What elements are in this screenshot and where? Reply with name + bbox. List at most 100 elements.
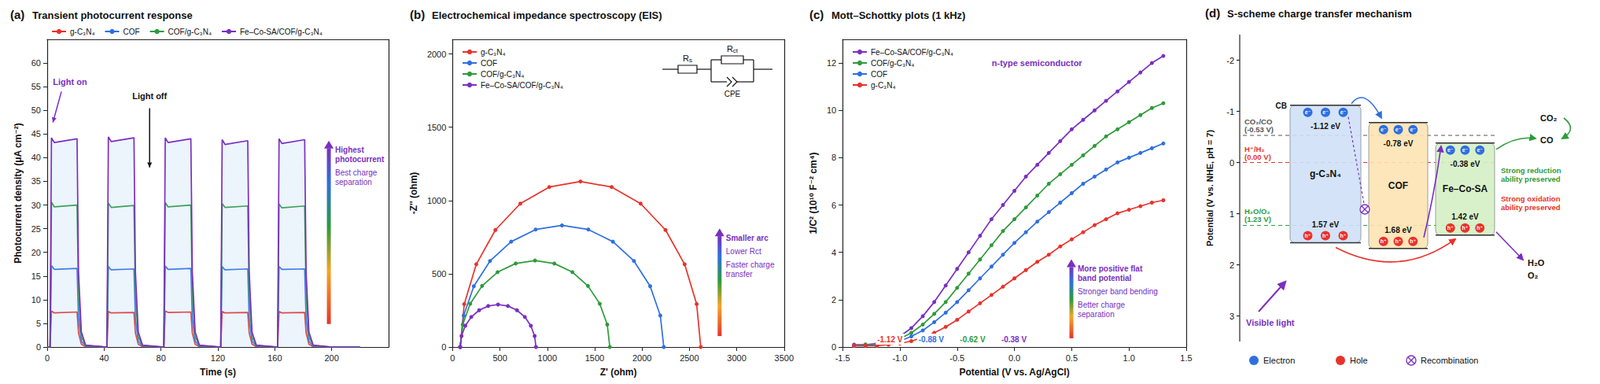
svg-text:separation: separation [1077, 309, 1115, 319]
svg-text:2000: 2000 [632, 353, 652, 363]
svg-text:1.68 eV: 1.68 eV [1384, 225, 1412, 235]
svg-text:45: 45 [31, 129, 41, 139]
svg-text:(b): (b) [409, 7, 425, 22]
svg-text:COF/g-C₃N₄: COF/g-C₃N₄ [168, 27, 212, 37]
svg-text:6: 6 [831, 200, 837, 211]
svg-text:e⁻: e⁻ [1447, 147, 1454, 153]
svg-text:photocurrent: photocurrent [335, 154, 385, 164]
svg-text:Electron: Electron [1263, 355, 1295, 365]
svg-text:-1.12 V: -1.12 V [877, 335, 904, 344]
svg-text:Light off: Light off [132, 91, 167, 101]
svg-text:4: 4 [831, 247, 837, 258]
svg-text:CPE: CPE [724, 89, 742, 99]
svg-text:10: 10 [826, 105, 837, 115]
svg-text:Hole: Hole [1349, 355, 1368, 365]
svg-text:1.42 eV: 1.42 eV [1451, 212, 1479, 222]
svg-text:h⁺: h⁺ [1409, 238, 1416, 244]
svg-text:Mott–Schottky plots (1 kHz): Mott–Schottky plots (1 kHz) [831, 9, 966, 22]
svg-text:Fe–Co-SA/COF/g-C₃N₄: Fe–Co-SA/COF/g-C₃N₄ [239, 27, 323, 37]
svg-text:-0.38 V: -0.38 V [1001, 335, 1028, 344]
svg-text:e⁻: e⁻ [1322, 109, 1329, 115]
svg-text:Fe–Co-SA/COF/g-C₃N₄: Fe–Co-SA/COF/g-C₃N₄ [480, 81, 564, 90]
svg-text:3500: 3500 [774, 353, 794, 363]
svg-text:COF: COF [1388, 180, 1409, 192]
svg-text:-0.62 V: -0.62 V [959, 335, 986, 344]
svg-text:e⁻: e⁻ [1305, 109, 1312, 115]
svg-text:h⁺: h⁺ [1340, 232, 1347, 239]
svg-text:h⁺: h⁺ [1380, 238, 1387, 244]
svg-text:O₂: O₂ [1527, 270, 1539, 281]
svg-text:1500: 1500 [585, 353, 605, 363]
svg-text:120: 120 [210, 353, 225, 363]
svg-text:20: 20 [31, 247, 41, 258]
svg-text:CO₂/CO(-0.53 V): CO₂/CO(-0.53 V) [1244, 117, 1274, 134]
svg-text:0: 0 [449, 353, 455, 363]
svg-text:500: 500 [492, 353, 507, 363]
svg-text:(c): (c) [809, 7, 824, 22]
svg-text:Strong reductionability preser: Strong reductionability preserved [1500, 165, 1562, 184]
svg-text:Stronger band bending: Stronger band bending [1077, 287, 1158, 296]
svg-text:n-type semiconductor: n-type semiconductor [991, 58, 1084, 68]
svg-text:g-C₃N₄: g-C₃N₄ [870, 81, 896, 90]
svg-text:0: 0 [44, 353, 50, 363]
svg-text:-2: -2 [1226, 55, 1235, 66]
svg-text:e⁻: e⁻ [1409, 126, 1416, 133]
svg-text:3: 3 [1229, 311, 1235, 321]
svg-text:1500: 1500 [427, 122, 447, 133]
svg-text:h⁺: h⁺ [1447, 224, 1454, 231]
svg-text:e⁻: e⁻ [1395, 126, 1402, 133]
svg-text:Smaller arc: Smaller arc [726, 233, 769, 243]
svg-text:500: 500 [431, 269, 447, 279]
svg-text:1.5: 1.5 [1179, 353, 1192, 363]
svg-text:0: 0 [36, 342, 41, 352]
svg-text:2: 2 [831, 294, 837, 305]
svg-text:g-C₃N₄: g-C₃N₄ [70, 27, 96, 37]
svg-text:Highest: Highest [335, 145, 365, 155]
svg-text:Visible light: Visible light [1246, 317, 1295, 328]
svg-text:(d): (d) [1205, 6, 1221, 20]
svg-text:50: 50 [31, 105, 41, 115]
svg-text:40: 40 [31, 152, 41, 163]
svg-text:2500: 2500 [679, 353, 699, 363]
svg-text:COF: COF [122, 27, 140, 37]
svg-text:0: 0 [831, 342, 837, 352]
svg-text:8: 8 [831, 152, 837, 163]
svg-text:e⁻: e⁻ [1380, 126, 1387, 133]
svg-text:Better charge: Better charge [1077, 300, 1125, 310]
svg-text:e⁻: e⁻ [1462, 147, 1469, 153]
svg-text:e⁻: e⁻ [1476, 147, 1483, 153]
svg-text:1: 1 [1229, 209, 1235, 219]
svg-text:H⁺/H₂(0.00 V): H⁺/H₂(0.00 V) [1244, 144, 1272, 162]
svg-text:-1: -1 [1226, 106, 1235, 117]
svg-text:Z' (ohm): Z' (ohm) [600, 366, 638, 378]
svg-text:-0.78 eV: -0.78 eV [1383, 139, 1414, 148]
svg-text:-1.5: -1.5 [835, 353, 851, 363]
svg-text:Photocurrent density (μA cm⁻²): Photocurrent density (μA cm⁻²) [12, 122, 24, 264]
svg-text:separation: separation [335, 177, 373, 187]
svg-text:40: 40 [99, 353, 109, 363]
svg-text:h⁺: h⁺ [1462, 224, 1469, 231]
svg-text:Potential (V vs. NHE, pH = 7): Potential (V vs. NHE, pH = 7) [1205, 129, 1215, 248]
svg-text:More positive flat: More positive flat [1077, 264, 1143, 273]
svg-text:0.5: 0.5 [1065, 353, 1078, 363]
svg-text:0: 0 [441, 342, 447, 352]
svg-text:1000: 1000 [538, 353, 557, 363]
svg-text:80: 80 [156, 353, 166, 363]
svg-text:Light on: Light on [52, 77, 88, 87]
svg-text:15: 15 [31, 271, 41, 281]
svg-text:-1.0: -1.0 [892, 353, 907, 363]
svg-text:Transient photocurrent respons: Transient photocurrent response [32, 9, 193, 22]
svg-text:CO₂: CO₂ [1540, 113, 1558, 123]
svg-text:2000: 2000 [427, 49, 447, 59]
svg-text:35: 35 [31, 176, 41, 186]
svg-text:g-C₃N₄: g-C₃N₄ [1309, 168, 1342, 180]
svg-text:S-scheme charge transfer mecha: S-scheme charge transfer mechanism [1227, 7, 1412, 20]
svg-text:(a): (a) [10, 7, 25, 22]
svg-text:Strong oxidationability preser: Strong oxidationability preserved [1500, 194, 1561, 212]
svg-text:1.0: 1.0 [1123, 353, 1136, 363]
svg-text:Fe–Co-SA/COF/g-C₃N₄: Fe–Co-SA/COF/g-C₃N₄ [870, 47, 954, 57]
svg-text:12: 12 [826, 58, 837, 68]
svg-text:160: 160 [267, 353, 282, 363]
svg-text:Potential (V vs. Ag/AgCl): Potential (V vs. Ag/AgCl) [958, 366, 1070, 378]
svg-text:Recombination: Recombination [1420, 355, 1479, 365]
